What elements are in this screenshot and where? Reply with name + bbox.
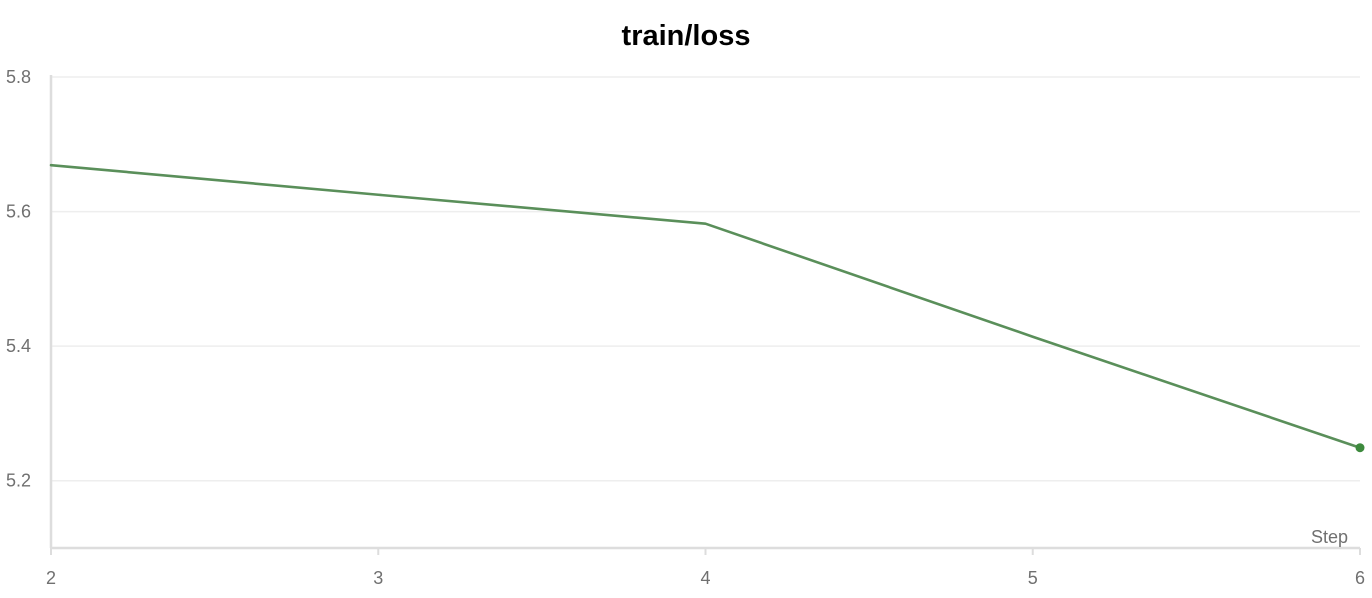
y-tick-label: 5.6 <box>6 202 31 222</box>
x-tick-label: 2 <box>46 568 56 588</box>
gridlines <box>51 76 1360 482</box>
chart-title: train/loss <box>621 20 751 52</box>
x-axis-title: Step <box>1311 527 1348 547</box>
axes <box>49 75 1361 555</box>
x-tick-label: 6 <box>1355 568 1365 588</box>
tick-labels: 5.2 5.4 5.6 5.8 2 3 4 5 6 Step <box>6 67 1365 588</box>
series-end-point <box>1355 443 1365 453</box>
y-tick-label: 5.2 <box>6 471 31 491</box>
y-tick-label: 5.8 <box>6 67 31 87</box>
series-layer <box>49 163 1365 453</box>
x-tick-label: 4 <box>700 568 710 588</box>
x-tick-label: 3 <box>373 568 383 588</box>
y-tick-label: 5.4 <box>6 336 31 356</box>
x-tick-label: 5 <box>1028 568 1038 588</box>
series-line <box>49 163 1362 450</box>
